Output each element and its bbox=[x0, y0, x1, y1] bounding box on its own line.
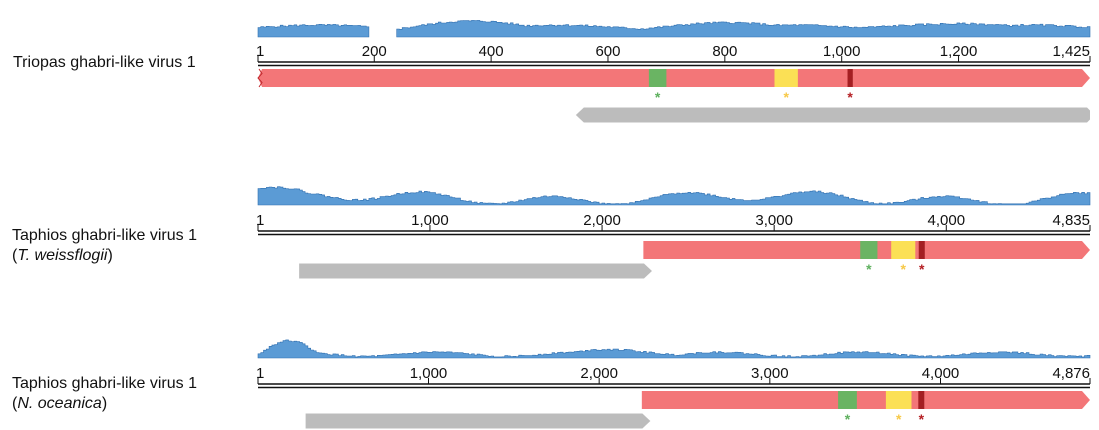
genome-map-2: 1 1,000 2,000 3,000 4,000 4,835 * * * bbox=[256, 186, 1091, 279]
tick-label: 3,000 bbox=[755, 212, 793, 229]
tick-label: 1 bbox=[256, 43, 264, 60]
motif-star: * bbox=[896, 411, 902, 427]
tick-label: 400 bbox=[479, 43, 504, 60]
tick-label: 600 bbox=[595, 43, 620, 60]
tick-label: 1,000 bbox=[410, 365, 448, 382]
tick-label: 800 bbox=[712, 43, 737, 60]
coverage-plot bbox=[257, 186, 1091, 206]
motif-block bbox=[860, 241, 878, 259]
host-species: (N. oceanica) bbox=[12, 395, 108, 412]
tick-label: 4,000 bbox=[922, 365, 960, 382]
motif-block bbox=[847, 69, 853, 87]
rdrp-orf-arrow bbox=[641, 391, 1090, 409]
motif-star: * bbox=[783, 89, 789, 105]
truncation-marker bbox=[257, 68, 263, 88]
motif-block bbox=[918, 391, 925, 409]
motif-star: * bbox=[919, 411, 925, 427]
tick-label: 2,000 bbox=[580, 365, 618, 382]
tick-label: 3,000 bbox=[751, 365, 789, 382]
motif-block bbox=[774, 69, 798, 87]
genome-label-3: Taphios ghabri-like virus 1 (N. oceanica… bbox=[12, 374, 197, 414]
tick-label: 200 bbox=[362, 43, 387, 60]
coverage-plot bbox=[257, 339, 1091, 359]
motif-block bbox=[838, 391, 857, 409]
genome-name: Triopas ghabri-like virus 1 bbox=[13, 54, 196, 71]
tick-label: 4,000 bbox=[928, 212, 966, 229]
tick-label: 1 bbox=[256, 365, 264, 382]
tick-label: 4,835 bbox=[1052, 212, 1090, 229]
coverage-area bbox=[257, 186, 1091, 206]
motif-block bbox=[891, 241, 916, 259]
orf-arrow bbox=[299, 263, 652, 279]
genome-label-1: Triopas ghabri-like virus 1 bbox=[13, 53, 196, 73]
motif-star: * bbox=[655, 89, 661, 105]
host-species: (T. weissflogii) bbox=[12, 247, 113, 264]
tick-label: 1,000 bbox=[411, 212, 449, 229]
motif-star: * bbox=[845, 411, 851, 427]
coverage-area bbox=[257, 20, 1091, 38]
genome-map-3: 1 1,000 2,000 3,000 4,000 4,876 * * * bbox=[256, 339, 1091, 429]
motif-star: * bbox=[866, 261, 872, 277]
tick-label: 1,200 bbox=[940, 43, 978, 60]
genome-label-2: Taphios ghabri-like virus 1 (T. weissflo… bbox=[12, 226, 197, 266]
tick-label: 2,000 bbox=[583, 212, 621, 229]
genome-name: Taphios ghabri-like virus 1 bbox=[12, 375, 197, 392]
genome-name: Taphios ghabri-like virus 1 bbox=[12, 227, 197, 244]
motif-block bbox=[885, 391, 912, 409]
motif-star: * bbox=[901, 261, 907, 277]
rdrp-orf-arrow bbox=[258, 69, 1090, 87]
genome-map-1: 1 200 400 600 800 1,000 1,200 1,425 * * * bbox=[256, 20, 1091, 123]
tick-label: 4,876 bbox=[1052, 365, 1090, 382]
tick-label: 1 bbox=[256, 212, 264, 229]
motif-block bbox=[648, 69, 667, 87]
motif-star: * bbox=[919, 261, 925, 277]
coverage-plot bbox=[257, 20, 1091, 38]
orf-arrow bbox=[305, 413, 651, 429]
motif-star: * bbox=[847, 89, 853, 105]
tick-label: 1,000 bbox=[823, 43, 861, 60]
orf-arrow bbox=[575, 107, 1090, 123]
motif-block bbox=[918, 241, 925, 259]
tick-label: 1,425 bbox=[1052, 43, 1090, 60]
coverage-area bbox=[257, 339, 1091, 359]
